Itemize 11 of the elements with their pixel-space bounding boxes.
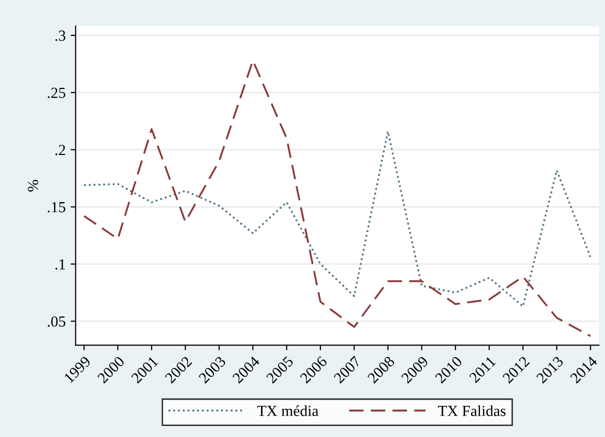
x-tick-label: 2011 — [468, 356, 496, 384]
y-tick-label: .05 — [48, 316, 66, 327]
line-series — [83, 130, 592, 308]
y-tick-label: .15 — [48, 202, 66, 212]
y-tick-label: .2 — [55, 144, 66, 156]
legend-label: TX Falidas — [438, 405, 506, 416]
legend-label: TX média — [257, 405, 318, 416]
y-axis-title: % — [28, 180, 38, 192]
y-tick-label: .25 — [48, 88, 66, 98]
y-tick-label: .3 — [55, 30, 66, 41]
y-tick-label: .1 — [55, 259, 65, 270]
